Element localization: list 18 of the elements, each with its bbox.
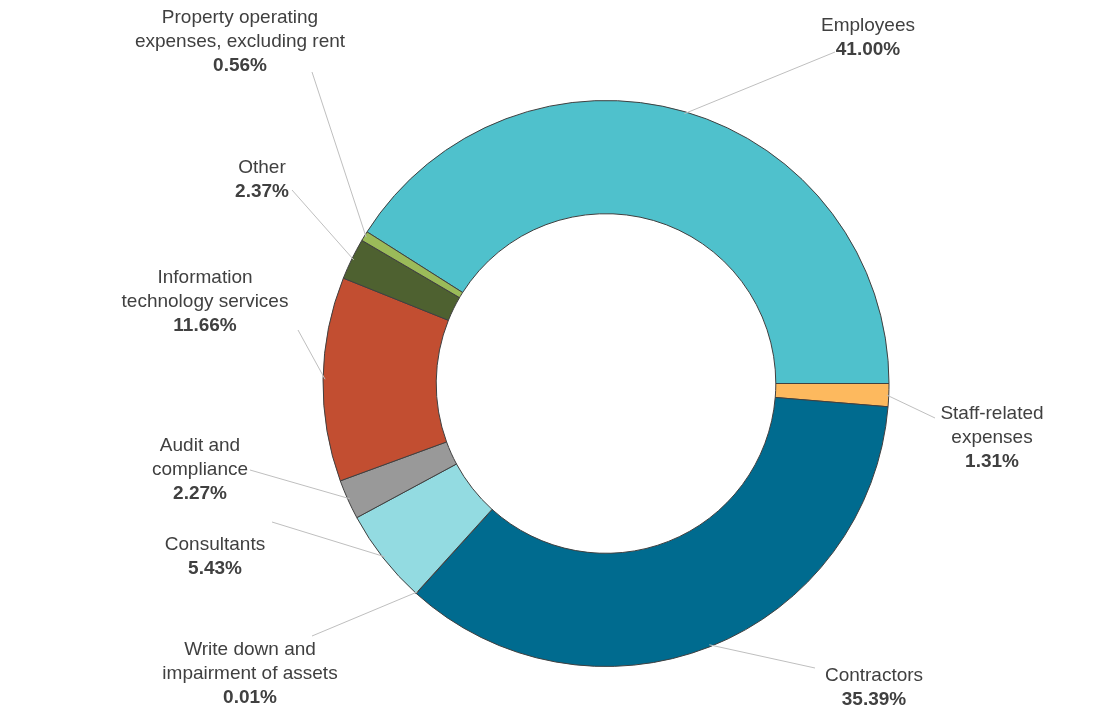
data-label: 1.31% bbox=[965, 449, 1020, 471]
data-label: 0.01% bbox=[223, 685, 278, 707]
data-label: 41.00% bbox=[835, 37, 901, 59]
slice-label: Consultants bbox=[164, 532, 266, 554]
data-label: 11.66% bbox=[173, 313, 237, 335]
slice-label: Contractors bbox=[824, 663, 924, 685]
slice-label: Other bbox=[238, 155, 287, 177]
slice-label: Property operating expenses, excluding rent bbox=[134, 5, 346, 51]
slice-label: Write down and impairment of assets bbox=[162, 637, 338, 683]
data-label: 35.39% bbox=[841, 687, 907, 709]
data-label: 5.43% bbox=[188, 556, 243, 578]
data-label: 2.37% bbox=[235, 179, 290, 201]
slice-label: Employees bbox=[821, 13, 915, 35]
data-label: 2.27% bbox=[173, 481, 228, 503]
slice-label: Audit and compliance bbox=[151, 433, 249, 479]
slice-label: Information technology services bbox=[121, 265, 289, 311]
data-label: 0.56% bbox=[213, 53, 268, 75]
slice-label: Staff-related expenses bbox=[940, 401, 1044, 447]
